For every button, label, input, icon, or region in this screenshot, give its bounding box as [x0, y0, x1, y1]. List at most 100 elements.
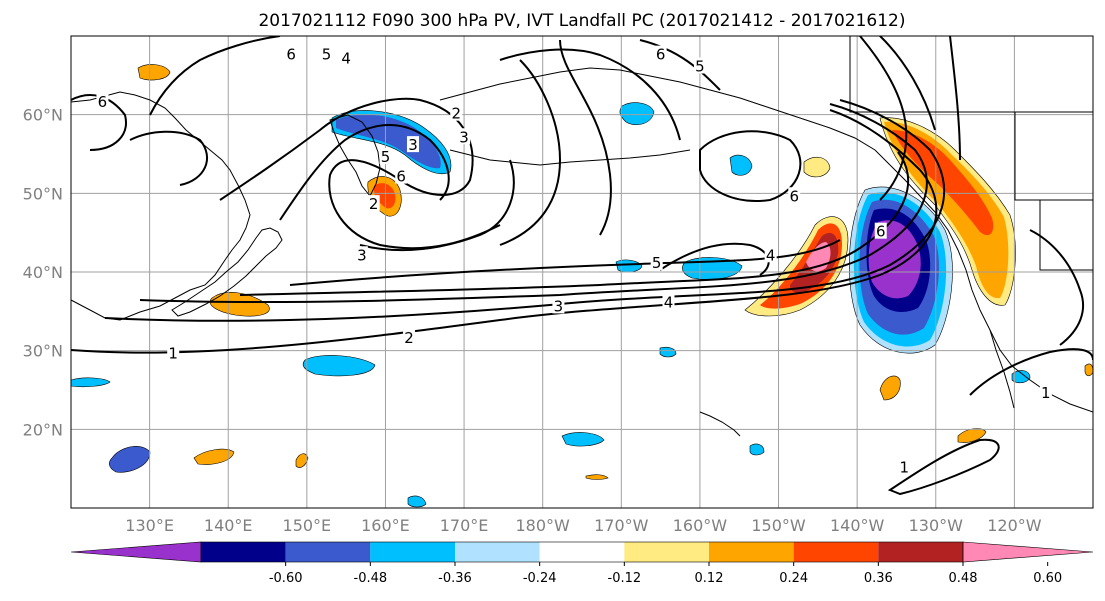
colorbar-tick-label: 0.60 [1033, 571, 1062, 586]
coastline-japan [171, 227, 283, 317]
lon-tick-label: 130°W [909, 516, 964, 535]
pv-contour-line [859, 36, 908, 201]
pv-contour-line [149, 36, 281, 116]
negative-anomaly-blob [619, 102, 655, 125]
contour-label-background [662, 293, 675, 310]
coastline-aleutians [449, 149, 691, 166]
border-state [1014, 112, 1093, 201]
contour-label-background [788, 187, 801, 204]
pv-contour-line [699, 130, 802, 202]
contour-label-background [395, 167, 408, 184]
border-us-canada [849, 36, 1093, 113]
pv-contour-line [887, 438, 1000, 496]
contour-label: 6 [396, 168, 406, 186]
contour-label-background [654, 45, 667, 62]
negative-anomaly-blob [749, 443, 765, 456]
map-frame [70, 35, 1094, 509]
colorbar-extend-high [962, 541, 1094, 563]
lat-tick-label: 60°N [23, 106, 63, 125]
pv-contour-line [239, 151, 910, 296]
lat-tick-label: 20°N [23, 420, 63, 439]
contour-label: 6 [789, 187, 799, 205]
contour-label: 6 [286, 46, 296, 64]
colorbar-tick-label: 0.12 [695, 571, 724, 586]
contour-label: 5 [695, 57, 705, 75]
contour-label-background [450, 104, 463, 121]
lon-tick-label: 160°E [361, 516, 410, 535]
contour-label: 3 [357, 246, 367, 264]
contour-label: 3 [408, 136, 418, 154]
colorbar-tick-label: 0.48 [949, 571, 978, 586]
positive-anomaly-blob [295, 453, 309, 468]
coastline-baja [989, 329, 1015, 409]
contour-label: 3 [554, 297, 564, 315]
colorbar-segment [709, 542, 794, 562]
colorbar-tick-label: -0.12 [608, 571, 642, 586]
colorbar-tick-label: -0.36 [438, 571, 472, 586]
lon-tick-label: 180°W [516, 516, 571, 535]
lon-tick-label: 120°W [987, 516, 1042, 535]
positive-anomaly-blob [892, 130, 994, 236]
positive-anomaly-blob [193, 448, 235, 465]
contour-label-background [367, 195, 380, 212]
lon-tick-label: 170°W [594, 516, 649, 535]
positive-anomaly-blob [137, 64, 171, 81]
pv-contour-line [359, 159, 515, 252]
pv-contour-line [71, 109, 938, 354]
pv-contours [71, 36, 1093, 496]
contour-label-background [764, 246, 777, 263]
contour-label-background [1039, 383, 1052, 400]
coastline-asia [71, 91, 251, 321]
coastline-hawaii [699, 411, 741, 437]
contour-label: 5 [652, 254, 662, 272]
contour-label-background [285, 45, 298, 62]
contour-label: 1 [168, 345, 178, 363]
contour-label: 6 [98, 93, 108, 111]
contour-label: 3 [459, 128, 469, 146]
colorbar-tick-label: 0.24 [779, 571, 808, 586]
negative-anomaly-blob [407, 495, 427, 508]
map-title: 2017021112 F090 300 hPa PV, IVT Landfall… [258, 11, 905, 31]
contour-label-background [355, 246, 368, 263]
pv-contour-line [129, 130, 209, 186]
negative-anomaly-blob [302, 355, 376, 377]
pv-contour-line [71, 94, 127, 151]
negative-anomaly-blob [868, 220, 921, 299]
colorbar-segment [624, 542, 709, 562]
colorbar-segment [878, 542, 963, 562]
lat-tick-label: 30°N [23, 342, 63, 361]
negative-anomaly-blob [659, 346, 677, 358]
contour-label-background [167, 344, 180, 361]
pv-contour-line [879, 36, 936, 131]
colorbar-tick-label: 0.36 [864, 571, 893, 586]
colorbar-tick-label: -0.48 [354, 571, 388, 586]
pv-contour-line [279, 124, 450, 221]
contour-label-background [96, 92, 109, 109]
contour-label: 6 [656, 46, 666, 64]
contour-label-background [379, 147, 392, 164]
positive-anomaly-blob [957, 428, 987, 443]
lon-tick-label: 150°E [283, 516, 332, 535]
contour-label-background [403, 328, 416, 345]
colorbar-segment [455, 542, 540, 562]
pv-contour-line [559, 39, 612, 236]
contour-label: 5 [322, 46, 332, 64]
positive-anomaly-blob [585, 474, 609, 480]
lat-tick-label: 50°N [23, 184, 63, 203]
pv-contour-line [639, 39, 721, 91]
contour-label-background [693, 57, 706, 74]
negative-anomaly-blob [729, 154, 753, 176]
positive-anomaly-blob [879, 375, 901, 401]
colorbar-segment [285, 542, 371, 562]
colorbar-frame [200, 541, 964, 563]
contour-label-background [552, 297, 565, 314]
coastlines [71, 36, 1093, 437]
contour-label-background [874, 222, 887, 239]
pv-contour-line [659, 242, 770, 276]
contour-label: 6 [876, 223, 886, 241]
contour-label: 5 [381, 148, 391, 166]
lon-tick-label: 140°E [204, 516, 253, 535]
contour-label-background [406, 136, 419, 153]
pv-contour-line [949, 36, 961, 161]
